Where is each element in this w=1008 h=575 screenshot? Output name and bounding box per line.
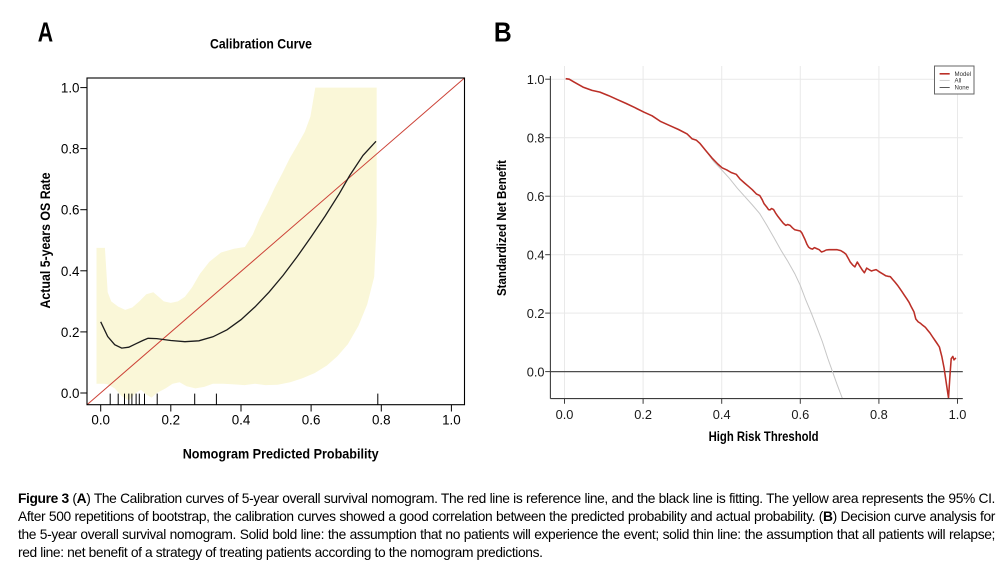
svg-text:0.0: 0.0: [527, 365, 545, 380]
svg-text:0.0: 0.0: [556, 407, 574, 422]
svg-text:0.8: 0.8: [870, 407, 888, 422]
svg-text:Standardized Net Benefit: Standardized Net Benefit: [495, 159, 509, 296]
svg-text:0.4: 0.4: [232, 413, 251, 428]
svg-text:Nomogram Predicted Probability: Nomogram Predicted Probability: [183, 446, 379, 462]
svg-text:Model: Model: [955, 71, 972, 78]
svg-text:0.4: 0.4: [713, 407, 731, 422]
svg-text:0.8: 0.8: [527, 131, 545, 146]
svg-text:None: None: [955, 85, 970, 92]
svg-text:Calibration Curve: Calibration Curve: [210, 37, 312, 52]
svg-text:0.4: 0.4: [527, 248, 545, 263]
svg-text:0.6: 0.6: [61, 203, 80, 218]
svg-text:All: All: [955, 78, 962, 85]
svg-text:0.0: 0.0: [91, 413, 110, 428]
svg-text:0.2: 0.2: [161, 413, 180, 428]
svg-text:0.0: 0.0: [61, 386, 80, 401]
svg-text:0.8: 0.8: [372, 413, 391, 428]
svg-text:0.6: 0.6: [791, 407, 809, 422]
svg-text:High Risk Threshold: High Risk Threshold: [709, 429, 819, 444]
svg-text:0.2: 0.2: [634, 407, 652, 422]
svg-text:0.2: 0.2: [61, 325, 80, 340]
svg-text:0.8: 0.8: [61, 142, 80, 157]
svg-text:0.4: 0.4: [61, 264, 80, 279]
svg-text:0.6: 0.6: [302, 413, 321, 428]
svg-text:0.6: 0.6: [527, 189, 545, 204]
svg-text:1.0: 1.0: [949, 407, 967, 422]
svg-text:Actual 5-years OS Rate: Actual 5-years OS Rate: [37, 172, 53, 308]
svg-text:1.0: 1.0: [442, 413, 461, 428]
svg-text:0.2: 0.2: [527, 306, 545, 321]
svg-text:B: B: [494, 16, 512, 48]
svg-text:A: A: [38, 17, 53, 49]
svg-text:1.0: 1.0: [61, 81, 80, 96]
svg-text:1.0: 1.0: [527, 72, 545, 87]
